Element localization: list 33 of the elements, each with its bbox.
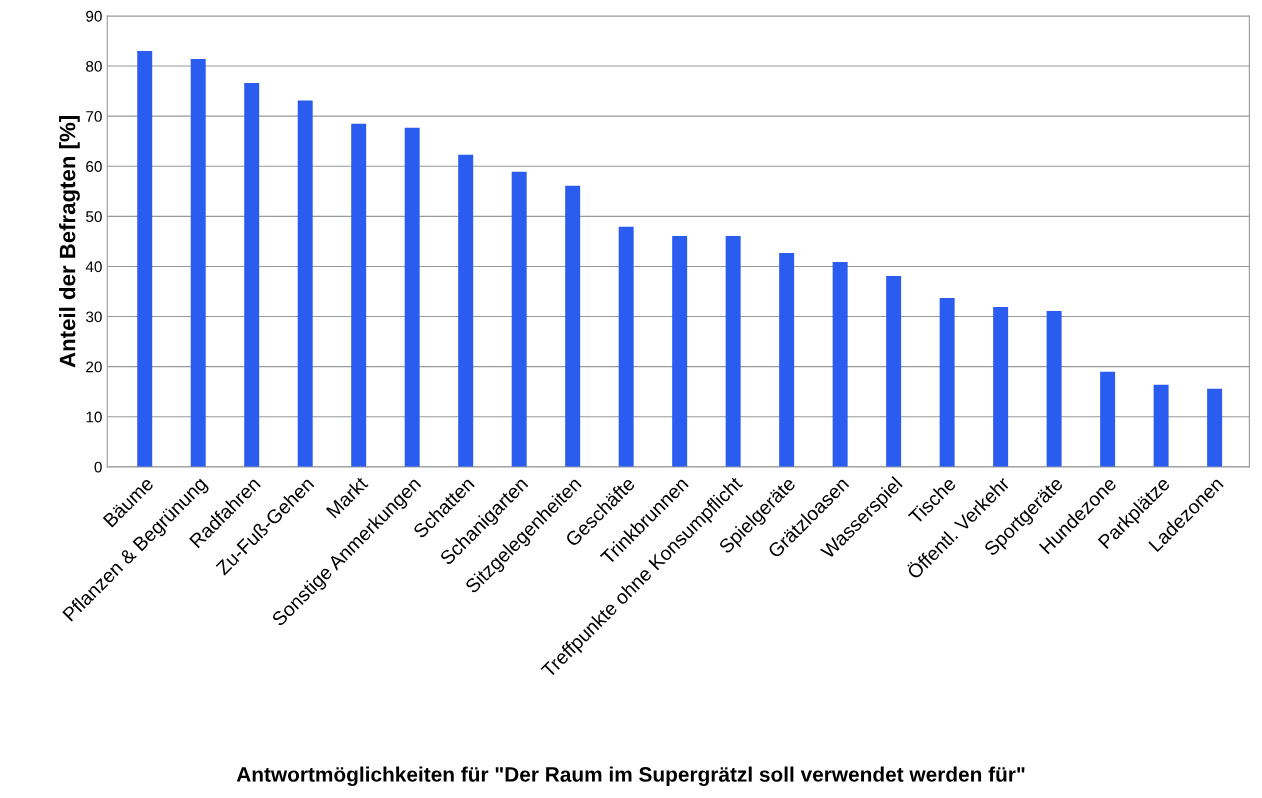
bar [618,226,634,467]
x-axis-title: Antwortmöglichkeiten für "Der Raum im Supergrätzl soll verwendet werden für" [236,766,1025,787]
bar [1100,371,1116,467]
y-tick-label: 20 [86,361,102,373]
y-axis-title: Anteil der Befragten [%] [59,116,80,368]
bar [404,127,420,467]
y-tick-label: 50 [86,211,102,223]
bar [725,235,741,467]
y-tick-label: 40 [85,261,102,273]
bar [1153,384,1169,467]
y-tick-label: 30 [86,311,102,323]
bar [672,235,688,467]
bar [297,100,313,467]
bar [244,83,260,467]
bar [565,185,581,467]
bar [779,252,795,467]
bar [511,171,527,467]
bar [351,123,367,467]
y-tick-label: 70 [86,111,102,122]
bar [458,154,474,467]
y-tick-label: 90 [86,10,102,22]
bar [832,261,848,467]
bar [137,51,153,467]
y-tick-label: 0 [94,461,102,473]
bar [993,307,1009,467]
y-tick-label: 80 [86,60,102,72]
bar [939,298,955,467]
bar [886,275,902,467]
bar [1207,388,1223,467]
y-tick-label: 60 [86,161,102,172]
bar [1046,311,1062,467]
bar [190,59,206,467]
y-tick-label: 10 [86,411,102,423]
